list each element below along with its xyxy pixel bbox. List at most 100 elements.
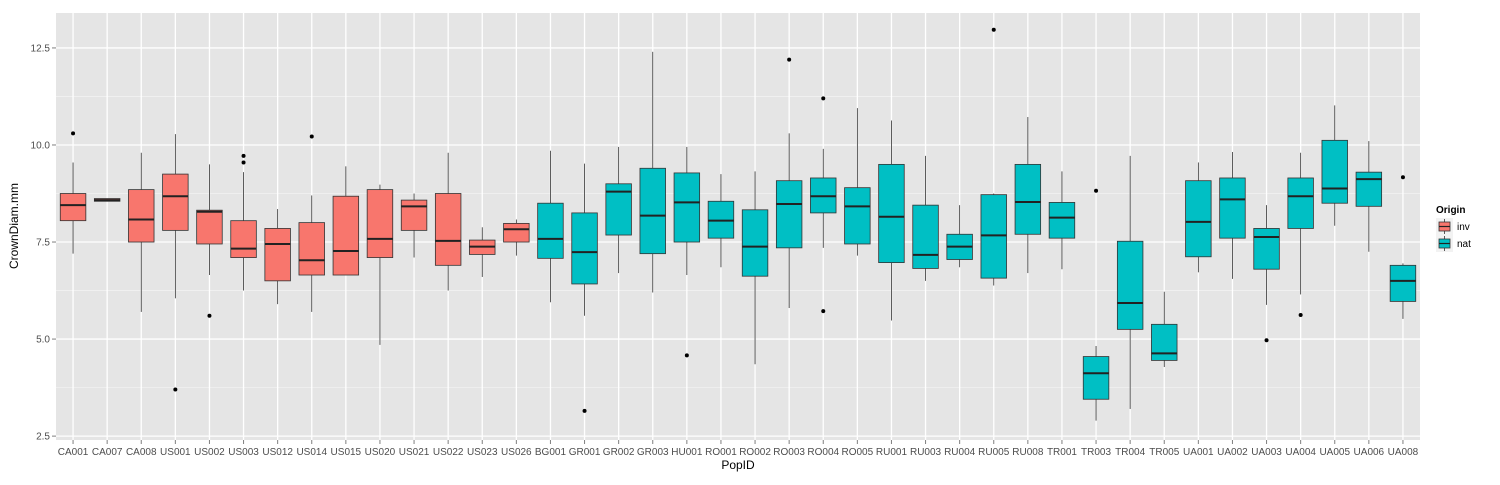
box-body (571, 212, 598, 285)
box-GR001 (571, 163, 598, 413)
legend-title: Origin (1436, 205, 1465, 216)
x-tick-label: RU005 (978, 447, 1010, 458)
box-body (264, 228, 291, 282)
box-RO001 (707, 174, 735, 268)
x-tick-label: BG001 (535, 447, 567, 458)
box-RO005 (844, 108, 871, 256)
x-tick-label: US020 (365, 447, 396, 458)
box-body (366, 189, 394, 258)
box-TR005 (1151, 291, 1178, 368)
x-tick-label: TR005 (1149, 447, 1179, 458)
box-series (59, 27, 1417, 421)
plot-panel (56, 13, 1420, 440)
x-tick-label: CA007 (92, 447, 123, 458)
x-tick-label: US014 (296, 447, 327, 458)
box-body (1287, 177, 1314, 229)
x-tick-label: GR002 (603, 447, 635, 458)
x-tick-label: US015 (331, 447, 362, 458)
outlier-point (207, 313, 212, 318)
box-BG001 (537, 150, 564, 303)
box-body (912, 204, 939, 269)
x-axis-title: PopID (721, 458, 755, 472)
box-RO003 (775, 57, 803, 309)
x-tick-label: UA008 (1388, 447, 1419, 458)
box-RU003 (912, 155, 939, 281)
box-US022 (434, 152, 462, 291)
outlier-point (1264, 338, 1269, 343)
box-body (673, 172, 701, 243)
box-US023 (469, 227, 496, 277)
legend-label-inv: inv (1457, 222, 1470, 233)
box-body (1219, 177, 1246, 239)
x-tick-label: UA003 (1251, 447, 1282, 458)
x-tick-label: US002 (194, 447, 225, 458)
outlier-point (582, 408, 587, 413)
box-GR002 (605, 146, 632, 274)
y-tick-label: 5.0 (36, 335, 50, 346)
box-US001 (162, 134, 189, 392)
x-tick-label: RO003 (773, 447, 805, 458)
outlier-point (991, 27, 996, 32)
box-CA007 (93, 198, 121, 202)
x-tick-label: UA006 (1354, 447, 1385, 458)
box-US012 (264, 209, 291, 305)
x-tick-label: UA004 (1285, 447, 1316, 458)
y-axis-title: CrownDiam.mm (7, 183, 21, 269)
box-body (332, 195, 360, 276)
box-US020 (366, 184, 394, 345)
y-tick-label: 2.5 (36, 432, 50, 443)
box-TR003 (1082, 188, 1110, 421)
x-tick-label: RU004 (944, 447, 976, 458)
x-tick-label: US022 (433, 447, 464, 458)
box-CA001 (59, 131, 87, 254)
x-tick-label: CA008 (126, 447, 157, 458)
box-body (844, 187, 871, 245)
outlier-point (1298, 313, 1303, 318)
x-tick-label: TR003 (1081, 447, 1111, 458)
box-UA002 (1219, 151, 1246, 279)
outlier-point (71, 131, 76, 136)
x-tick-label: US021 (399, 447, 430, 458)
box-body (537, 202, 564, 259)
x-tick-label: RU008 (1012, 447, 1044, 458)
x-tick-label: US012 (262, 447, 293, 458)
y-tick-label: 10.0 (31, 140, 51, 151)
y-axis: 2.5 5.0 7.5 10.0 12.5 (31, 43, 56, 443)
box-US014 (298, 134, 325, 312)
box-US026 (503, 219, 530, 256)
outlier-point (787, 57, 792, 62)
outlier-point (1400, 175, 1405, 180)
box-UA003 (1253, 205, 1280, 343)
y-tick-label: 7.5 (36, 238, 50, 249)
box-RU005 (980, 27, 1007, 286)
box-US015 (332, 166, 360, 276)
box-RU008 (1014, 117, 1042, 274)
box-body (775, 180, 803, 249)
legend-label-nat: nat (1457, 239, 1471, 250)
box-UA004 (1287, 152, 1314, 318)
x-tick-label: US026 (501, 447, 532, 458)
outlier-point (241, 160, 246, 165)
box-GR003 (639, 51, 666, 293)
box-body (1389, 264, 1417, 302)
outlier-point (173, 387, 178, 392)
box-RU004 (946, 205, 973, 268)
x-tick-label: US023 (467, 447, 498, 458)
box-body (1253, 228, 1280, 270)
box-US021 (400, 193, 428, 258)
box-RU001 (878, 120, 905, 321)
outlier-point (309, 134, 314, 139)
y-tick-label: 12.5 (31, 43, 51, 54)
outlier-point (241, 153, 246, 158)
box-US002 (196, 164, 223, 318)
box-UA001 (1185, 162, 1212, 273)
x-tick-label: TR004 (1115, 447, 1145, 458)
x-tick-label: RO001 (705, 447, 737, 458)
box-RO004 (810, 96, 837, 314)
box-RO002 (741, 171, 769, 365)
box-body (1082, 356, 1110, 400)
x-tick-label: RO002 (739, 447, 771, 458)
outlier-point (684, 353, 689, 358)
